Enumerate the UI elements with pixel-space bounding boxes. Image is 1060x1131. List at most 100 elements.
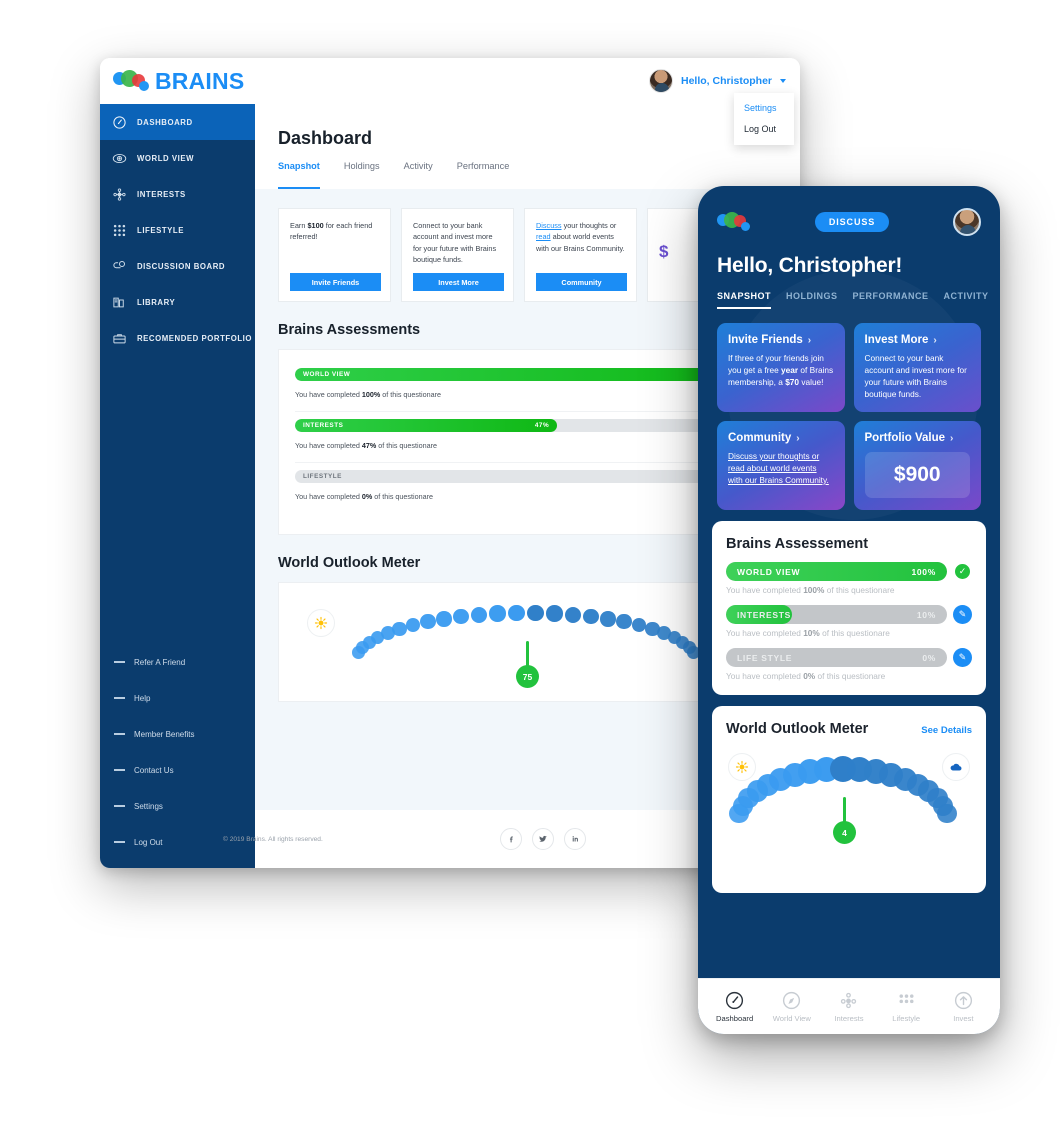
invite-friends-button[interactable]: Invite Friends (290, 273, 381, 291)
card-body-link[interactable]: Discuss your thoughts or read about worl… (728, 451, 829, 486)
discuss-link[interactable]: Discuss (536, 221, 562, 230)
bottom-nav-interests[interactable]: Interests (821, 990, 877, 1023)
sidebar-link-settings[interactable]: Settings (100, 788, 255, 824)
meter-dot (546, 605, 563, 622)
briefcase-icon (112, 331, 127, 346)
progress-track: INTERESTS 47% (295, 419, 747, 432)
sidebar-item-label: LIFESTYLE (137, 225, 184, 235)
sidebar-item-interests[interactable]: INTERESTS (100, 176, 255, 212)
meter-title: World Outlook Meter (726, 721, 869, 738)
discuss-button[interactable]: DISCUSS (814, 212, 890, 232)
meter-dot (527, 604, 544, 622)
meter-dot (937, 804, 957, 824)
card-invite-friends[interactable]: Invite Friends › If three of your friend… (717, 323, 845, 413)
progress-labels: INTERESTS 10% (726, 605, 947, 624)
invest-more-button[interactable]: Invest More (413, 273, 504, 291)
promo-text-a: Earn (290, 221, 308, 230)
caption-a: You have completed (726, 585, 804, 596)
sun-icon (728, 753, 756, 782)
sidebar-item-lifestyle[interactable]: LIFESTYLE (100, 212, 255, 248)
mobile-bottom-nav: Dashboard World View Interests Lifestyle… (698, 978, 1000, 1034)
tab-snapshot[interactable]: Snapshot (278, 161, 320, 189)
meter-value-badge: 4 (833, 821, 856, 845)
assessment-caption: You have completed 0% of this questionar… (295, 483, 761, 513)
bottom-nav-lifestyle[interactable]: Lifestyle (878, 990, 934, 1023)
assessment-caption: You have completed 47% of this questiona… (295, 432, 761, 463)
assessment-bar-wrap: INTERESTS 10% ✎ (726, 605, 972, 625)
arrow-up-circle-icon (953, 990, 974, 1011)
bottom-nav-invest[interactable]: Invest (935, 990, 991, 1023)
grid-dots-icon (896, 990, 917, 1011)
sidebar-item-dashboard[interactable]: DASHBOARD (100, 104, 255, 140)
sidebar-link-label: Log Out (134, 837, 163, 847)
community-button[interactable]: Community (536, 273, 627, 291)
assessment-name: LIFESTYLE (303, 473, 342, 480)
mobile-tab-bar: SNAPSHOT HOLDINGS PERFORMANCE ACTIVITY (717, 291, 988, 309)
brains-logo-icon (113, 70, 149, 92)
sidebar-link-member-benefits[interactable]: Member Benefits (100, 716, 255, 752)
sidebar-link-label: Member Benefits (134, 729, 195, 739)
avatar[interactable] (953, 208, 981, 236)
read-link[interactable]: read (536, 232, 551, 242)
card-invest-more[interactable]: Invest More › Connect to your bank accou… (853, 323, 981, 413)
sidebar-link-help[interactable]: Help (100, 680, 255, 716)
assessment-caption: You have completed 0% of this questionar… (726, 671, 972, 681)
card-community[interactable]: Community › Discuss your thoughts or rea… (717, 421, 845, 511)
tab-activity[interactable]: Activity (403, 161, 433, 171)
linkedin-icon[interactable] (564, 828, 586, 850)
social-links (500, 828, 586, 850)
books-icon (112, 295, 127, 310)
compass-icon (781, 990, 802, 1011)
tab-performance[interactable]: PERFORMANCE (852, 291, 929, 301)
assessment-pct: 100% (911, 566, 936, 577)
world-outlook-meter-card: 75 (278, 582, 778, 702)
sidebar-link-refer-a-friend[interactable]: Refer A Friend (100, 644, 255, 680)
assessment-pct: 0% (922, 652, 936, 663)
sidebar-item-library[interactable]: LIBRARY (100, 284, 255, 320)
pencil-icon[interactable]: ✎ (953, 605, 972, 625)
meter-dot (564, 606, 581, 623)
bottom-nav-dashboard[interactable]: Dashboard (707, 990, 763, 1023)
meter-dots (279, 583, 777, 701)
sidebar-item-world-view[interactable]: WORLD VIEW (100, 140, 255, 176)
assessment-bar-wrap: WORLD VIEW 100% ✓ (726, 562, 972, 582)
twitter-icon[interactable] (532, 828, 554, 850)
menu-item-settings[interactable]: Settings (744, 103, 777, 113)
tab-performance[interactable]: Performance (456, 161, 510, 171)
speedometer-icon (724, 990, 745, 1011)
progress-labels: LIFE STYLE 0% (726, 648, 947, 667)
tab-activity[interactable]: ACTIVITY (943, 291, 989, 301)
user-dropdown-menu[interactable]: Settings Log Out (734, 93, 794, 145)
bottom-nav-world-view[interactable]: World View (764, 990, 820, 1023)
mobile-meter-panel: World Outlook Meter See Details 4 (712, 706, 986, 894)
sidebar-item-recomended-portfolio[interactable]: RECOMENDED PORTFOLIO (100, 320, 255, 356)
card-title: Portfolio Value (864, 432, 946, 445)
cloud-icon (942, 753, 970, 782)
sidebar-link-contact-us[interactable]: Contact Us (100, 752, 255, 788)
caption-c: of this questionare (819, 628, 890, 639)
body-a: If three of your friends join you get a … (728, 353, 824, 376)
tab-holdings[interactable]: Holdings (343, 161, 380, 171)
menu-item-logout[interactable]: Log Out (744, 124, 777, 134)
brand-logo[interactable]: BRAINS (113, 68, 244, 95)
sidebar-item-label: DASHBOARD (137, 117, 193, 127)
meter-dot (436, 611, 452, 627)
assessment-name: LIFE STYLE (737, 652, 793, 663)
meter-dot (392, 621, 407, 637)
sun-icon (307, 609, 335, 637)
user-menu[interactable]: Hello, Christopher Settings Log Out (648, 69, 794, 145)
sidebar-link-log-out[interactable]: Log Out (100, 824, 255, 860)
check-icon[interactable]: ✓ (953, 562, 972, 582)
meter-dot (631, 617, 647, 633)
facebook-icon[interactable] (500, 828, 522, 850)
user-greeting: Hello, Christopher (680, 75, 772, 87)
pencil-icon[interactable]: ✎ (953, 648, 972, 668)
tab-holdings[interactable]: HOLDINGS (786, 291, 838, 301)
see-details-link[interactable]: See Details (921, 725, 972, 737)
card-portfolio-value[interactable]: Portfolio Value › $900 (853, 421, 981, 511)
meter-dot (405, 617, 421, 633)
tab-snapshot[interactable]: SNAPSHOT (717, 291, 772, 309)
sidebar-item-discussion-board[interactable]: DISCUSSION BOARD (100, 248, 255, 284)
brains-logo-icon[interactable] (717, 212, 751, 232)
